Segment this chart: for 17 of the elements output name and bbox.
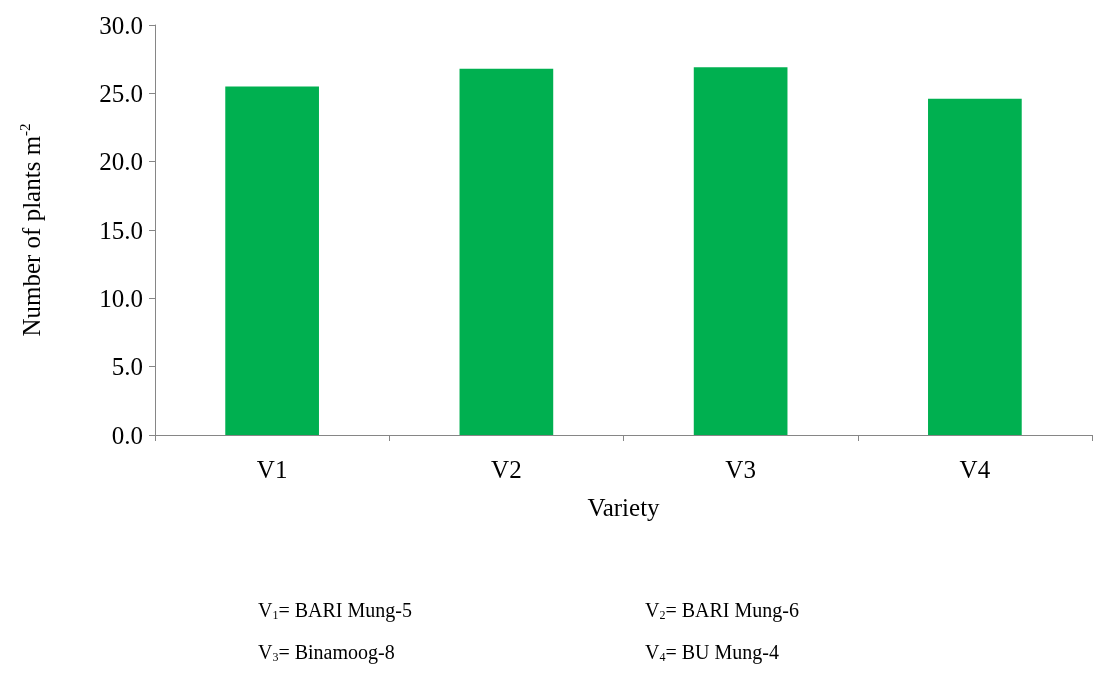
y-tick-label: 15.0: [99, 216, 143, 244]
y-tick-label: 20.0: [99, 148, 143, 176]
x-tick-label: V4: [959, 456, 991, 483]
bar: [459, 68, 554, 435]
bar: [693, 67, 788, 435]
bar: [928, 98, 1022, 435]
x-tick-label: V2: [491, 456, 522, 483]
y-axis-title: Number of plants m-2: [17, 123, 45, 337]
y-tick-label: 30.0: [99, 11, 143, 39]
x-tick-label: V1: [256, 456, 288, 483]
bar: [225, 86, 319, 435]
y-tick-label: 0.0: [111, 421, 143, 449]
y-tick-label: 25.0: [99, 79, 143, 107]
x-axis-title: Variety: [587, 494, 661, 521]
y-tick-label: 5.0: [111, 353, 143, 381]
x-tick-label: V3: [725, 456, 756, 483]
y-tick-label: 10.0: [99, 284, 143, 312]
